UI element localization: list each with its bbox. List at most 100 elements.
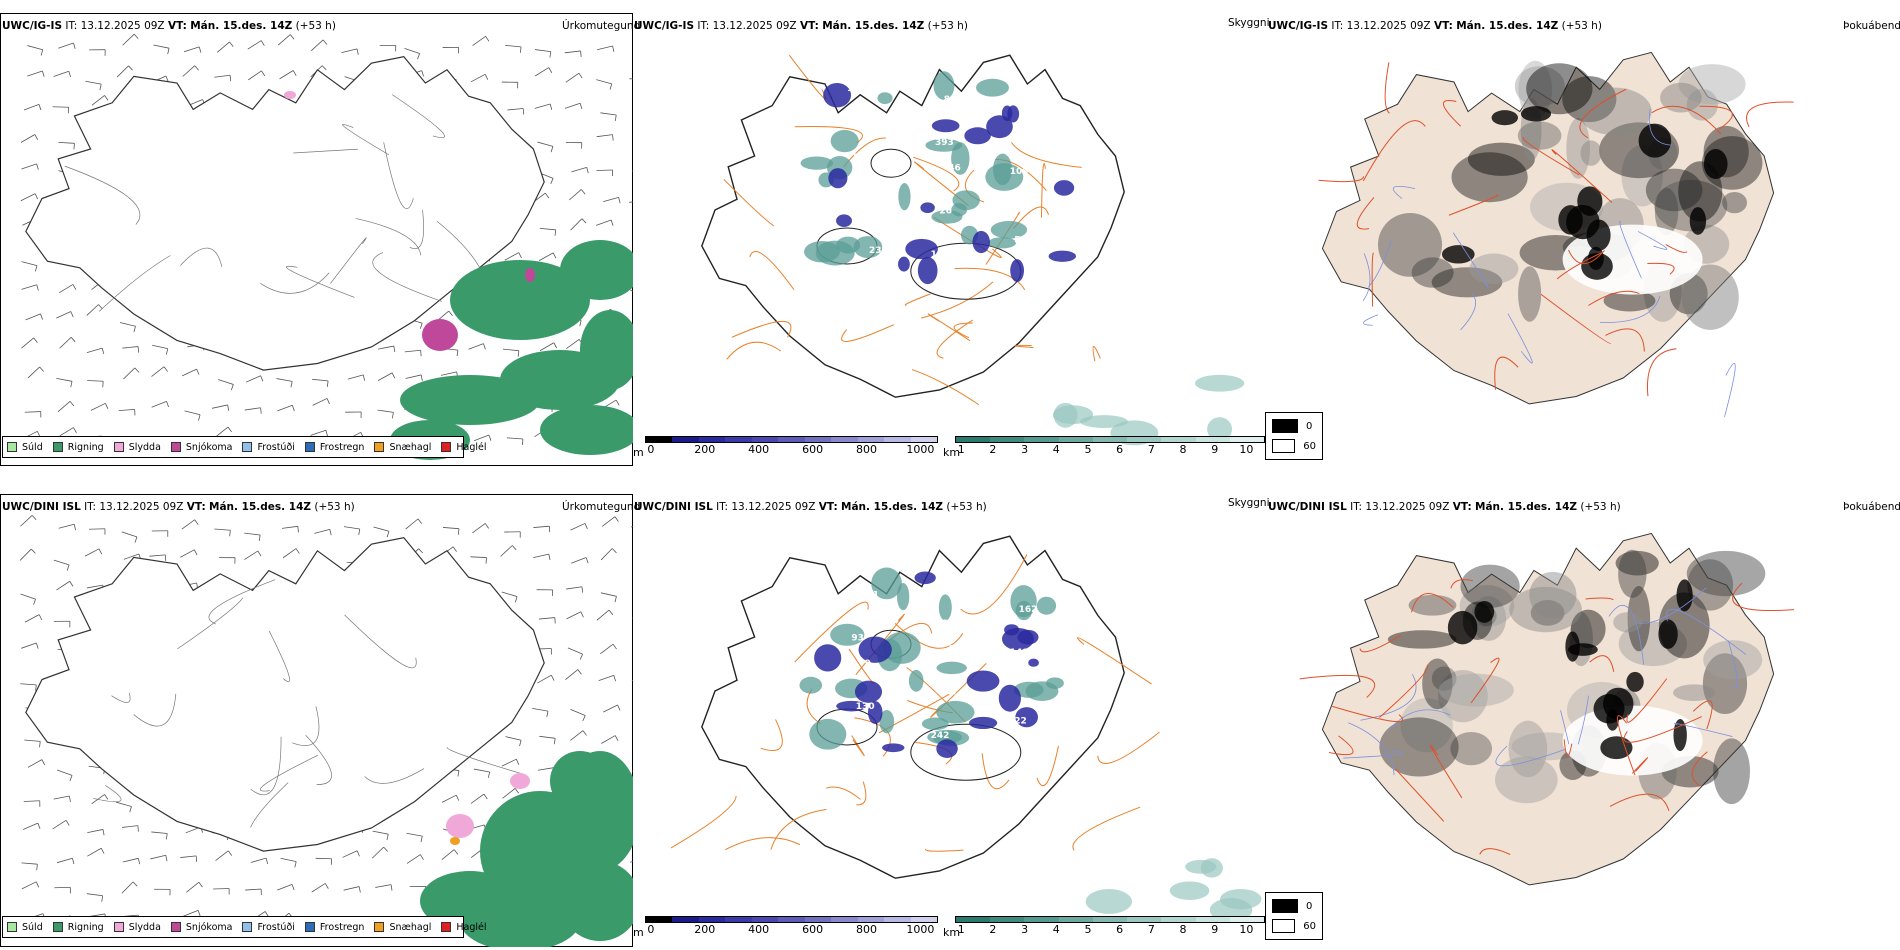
colorbar-tick-label: 1 [957,443,965,456]
wind-barb [314,528,330,534]
visibility-m-area [828,168,848,189]
road-line [1585,597,1614,601]
wind-barb [539,252,554,261]
wind-barb [214,74,231,78]
model-name: UWC/DINI ISL [634,501,713,513]
wind-barb [53,795,70,800]
precip-legend-item: Snjókoma [170,922,232,933]
wind-barb [24,739,41,742]
visibility-value-label: 237 [869,246,888,256]
wind-barb-feather [40,49,44,56]
wind-barb [277,404,293,412]
colorbar-segment [1229,437,1264,442]
river-line [1608,605,1645,665]
wind-barb-feather [36,284,39,291]
road-line [1494,356,1519,390]
river-line [1348,722,1395,776]
wind-barb [87,380,104,382]
wind-barb [58,42,74,49]
wind-barb [20,593,36,600]
road-line [1646,348,1677,397]
fog-index-low-area [1676,579,1693,612]
wind-barb-feather [584,523,588,530]
lead-time: (+53 h) [927,20,968,32]
lead-time: (+53 h) [946,501,987,513]
fog-index-area [1431,267,1503,298]
colorbar-segment [1024,917,1059,922]
precip-legend-label: Snæhagl [389,441,432,453]
vt-label: VT: [186,501,206,513]
road-line [1540,293,1612,344]
fog-index-low-area [1626,671,1644,692]
road-line [1626,678,1668,723]
wind-barb [534,49,551,53]
visibility-m-area [858,636,892,663]
fog-index-area [1411,257,1454,288]
wind-barb-feather [325,430,328,437]
wind-barb [56,377,73,382]
road-line [925,848,964,852]
wind-barb [565,669,579,680]
visibility-km-area [898,183,911,211]
wind-barb-feather [456,350,459,357]
fog-index-area [1687,559,1734,611]
sleet-area [510,773,530,789]
wind-barb-feather [101,895,104,902]
panel-title-precip-2: Úrkomutegund [562,501,641,513]
road-line [1522,136,1580,176]
fog-index-area [1450,731,1493,766]
road-line [981,753,1010,790]
colorbar-segment [725,437,752,442]
wind-barb-feather [264,911,269,917]
road-line [1665,243,1688,253]
wind-barb [122,346,139,349]
header-1-a: UWC/IG-IS IT: 13.12.2025 09Z VT: Mán. 15… [2,20,336,32]
wind-barb-feather [549,51,552,58]
visibility-m-area [914,571,936,585]
wind-barb [534,67,549,77]
visibility-km-area [871,567,902,600]
wind-barb-feather [100,848,105,854]
wind-barb [21,337,34,349]
wind-barb-feather [69,795,71,803]
wind-barb [564,50,581,54]
colorbar-segment [751,917,779,922]
fog-index-low-area [1577,186,1603,216]
fog-index-area [1603,290,1656,312]
wind-barb-feather [581,586,584,593]
wind-barb [539,342,555,352]
vt-value: Mán. 15.des. 14Z [841,501,944,513]
wind-barb-feather [69,401,75,407]
colorbar-tick-label: 10 [1239,923,1254,936]
wind-barb-feather [322,39,328,45]
wind-barb-feather [609,83,613,90]
wind-barb [378,345,394,350]
colorbar-tick-label: 7 [1147,923,1155,936]
wind-barb-feather [383,846,389,852]
wind-barb-feather [580,50,582,57]
visibility-m-area [1053,180,1075,196]
colorbar-tick-label: 200 [694,923,716,936]
wind-barb [53,559,70,566]
wind-barb-feather [390,884,393,891]
wind-barb-feather [579,653,584,660]
it-value: 13.12.2025 09Z [99,501,184,513]
colorbar-tick-label: 7 [1147,443,1155,456]
wind-barb [56,311,72,319]
wind-barb-feather [417,518,422,524]
wind-barb-feather [419,854,424,860]
wind-barb-feather [550,675,555,681]
wind-barb [27,759,43,768]
it-value: 13.12.2025 09Z [712,20,797,32]
road-line [726,341,782,360]
wind-barb [282,548,297,559]
model-name: UWC/IG-IS [2,20,63,32]
road-line [111,692,131,703]
fog-index-area [1438,670,1488,723]
road-line [1332,705,1404,723]
wind-barb [277,883,293,891]
wind-barb [276,378,293,382]
wind-barb [441,794,457,803]
colorbar-tick-label: 0 [647,923,655,936]
wind-barb [23,822,38,830]
